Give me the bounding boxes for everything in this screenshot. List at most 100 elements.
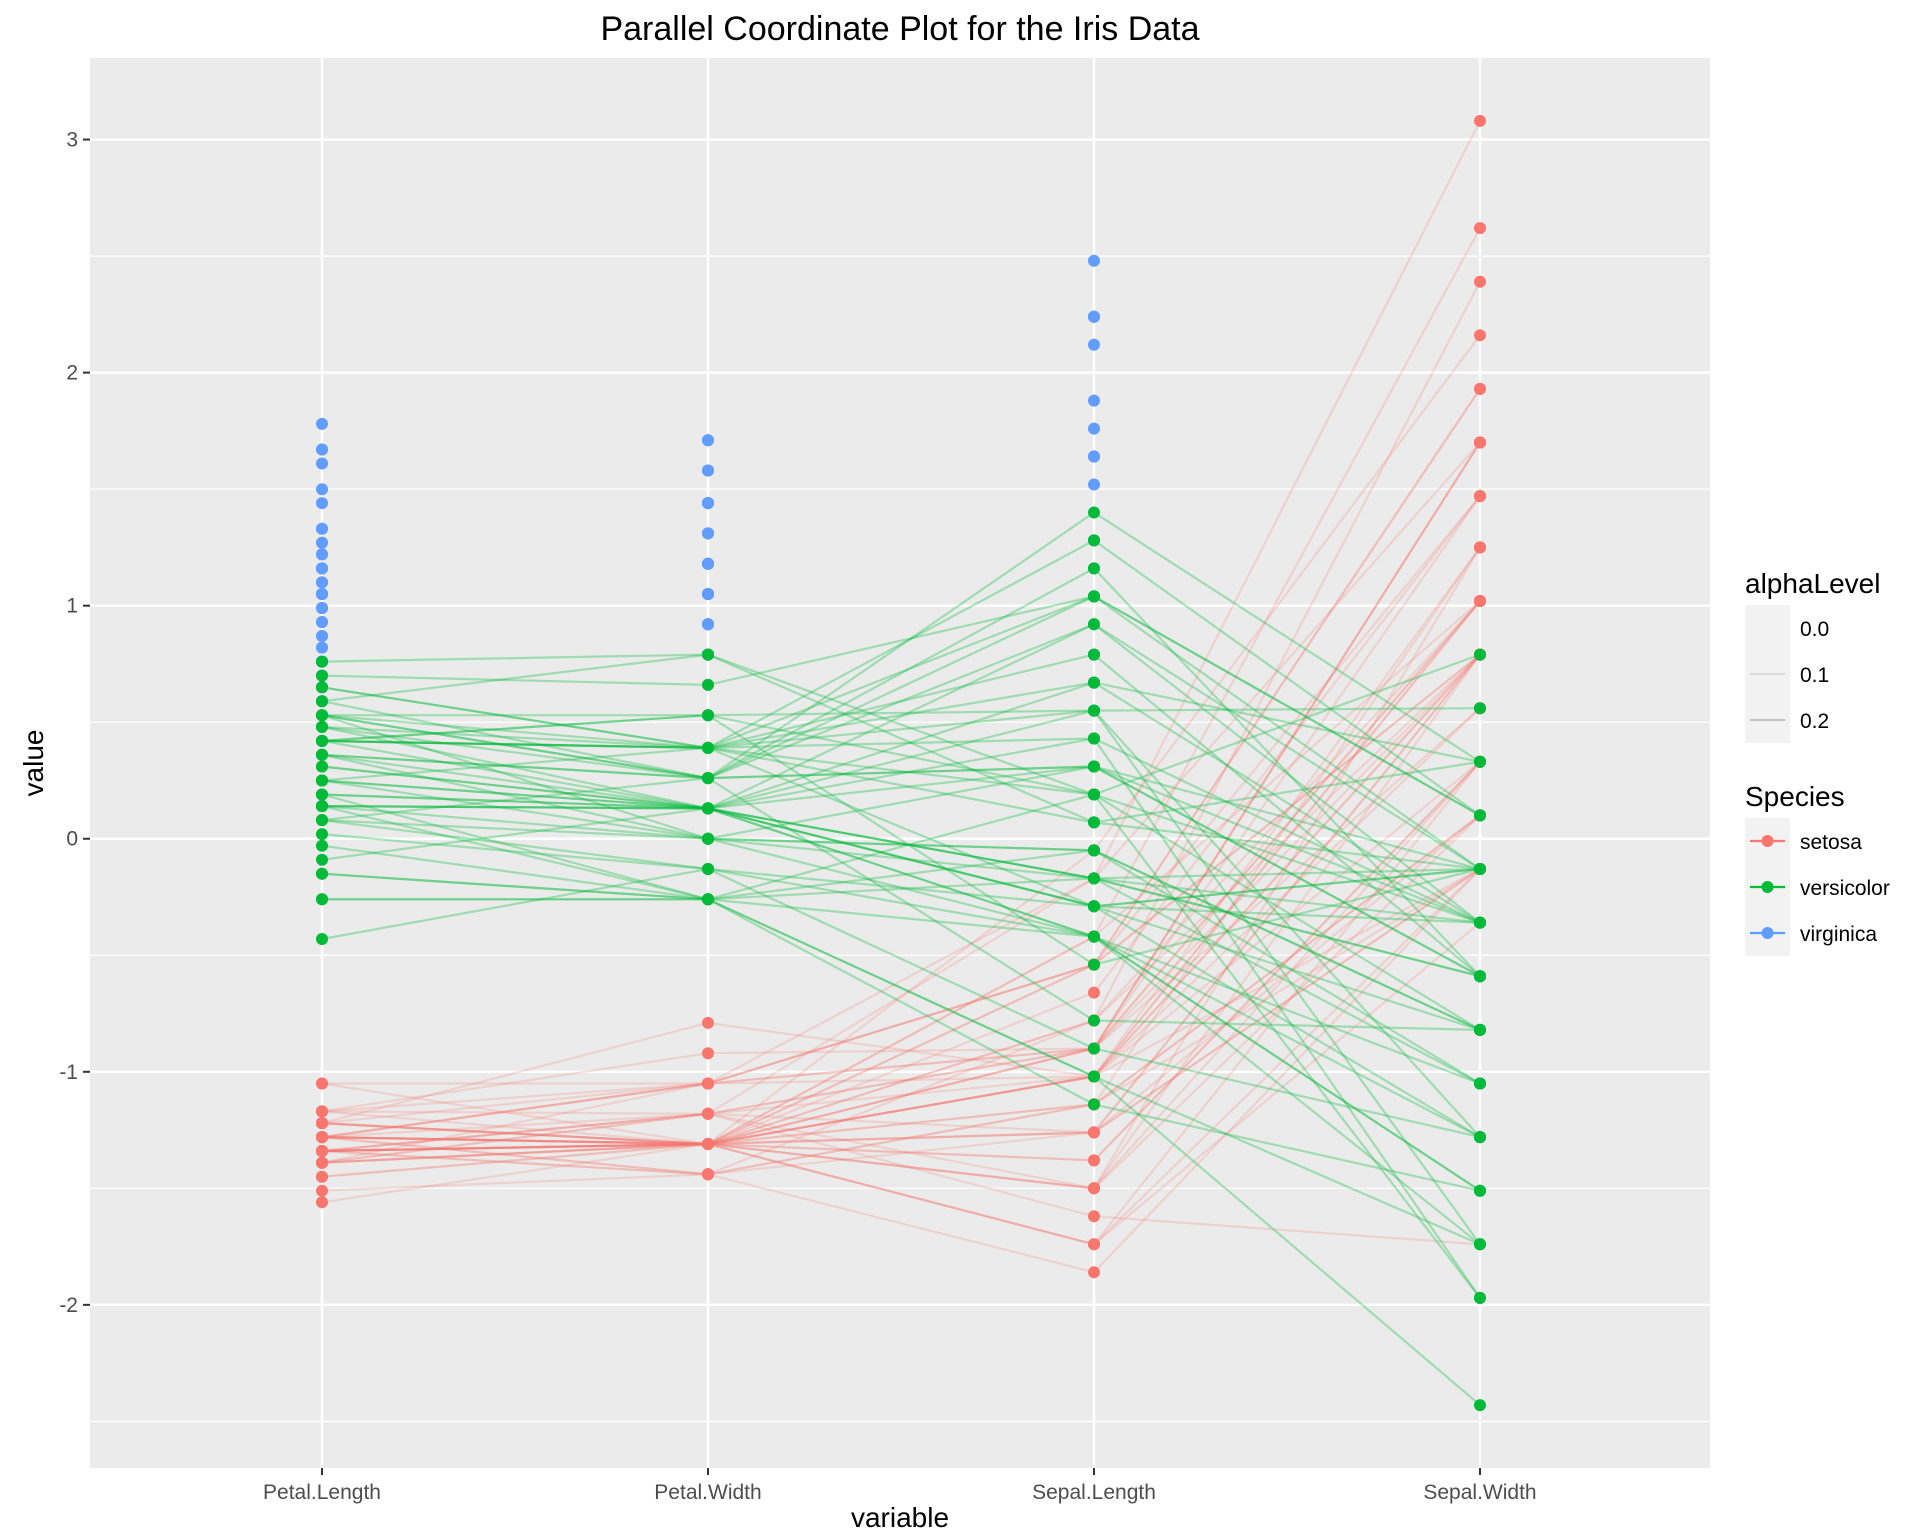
point-virginica xyxy=(702,557,714,570)
series-line-setosa xyxy=(321,281,1481,1176)
series-line-versicolor xyxy=(321,867,1481,1139)
point-versicolor xyxy=(316,839,328,852)
y-axis-title: value xyxy=(18,730,49,797)
point-setosa xyxy=(316,1077,328,1090)
point-versicolor xyxy=(316,933,328,945)
point-virginica xyxy=(316,457,328,470)
point-versicolor xyxy=(1474,648,1486,661)
point-virginica xyxy=(316,641,328,654)
point-virginica xyxy=(1088,254,1100,267)
series-line-versicolor xyxy=(321,623,1481,924)
point-virginica xyxy=(702,464,714,477)
plot-panel xyxy=(90,58,1710,1468)
point-setosa xyxy=(1474,114,1486,127)
series-line-versicolor xyxy=(321,595,1481,870)
point-versicolor xyxy=(1088,648,1100,661)
point-setosa xyxy=(1088,1266,1100,1279)
point-versicolor xyxy=(1088,676,1100,689)
point-versicolor xyxy=(316,681,328,694)
point-versicolor xyxy=(1088,1014,1100,1027)
point-versicolor xyxy=(1474,1291,1486,1304)
series-line-versicolor xyxy=(321,714,1481,966)
legend-alpha: alphaLevel 0.0 0.1 0.2 xyxy=(1745,568,1880,743)
series-line-setosa xyxy=(321,653,1481,1146)
point-versicolor xyxy=(1474,1399,1486,1412)
point-versicolor xyxy=(702,741,714,754)
series-line-setosa xyxy=(321,653,1481,1146)
point-setosa xyxy=(316,1145,328,1157)
point-versicolor xyxy=(702,648,714,661)
point-virginica xyxy=(702,588,714,600)
legend-species-label: virginica xyxy=(1800,923,1877,946)
legend-key-bg xyxy=(1745,697,1790,743)
point-setosa xyxy=(316,1156,328,1169)
point-versicolor xyxy=(1088,1070,1100,1083)
series-line-versicolor xyxy=(321,872,1481,1085)
series-line-versicolor xyxy=(321,793,1481,908)
point-setosa xyxy=(1474,595,1486,607)
point-setosa xyxy=(316,1117,328,1130)
point-versicolor xyxy=(1088,534,1100,547)
series-lines xyxy=(321,120,1481,1406)
point-versicolor xyxy=(702,772,714,785)
point-setosa xyxy=(1474,436,1486,449)
y-tick-label: -2 xyxy=(59,1294,78,1317)
series-line-setosa xyxy=(321,761,1481,1164)
point-versicolor xyxy=(1474,702,1486,715)
point-versicolor xyxy=(316,800,328,813)
series-line-setosa xyxy=(321,441,1481,1139)
point-setosa xyxy=(1474,329,1486,342)
point-versicolor xyxy=(1088,618,1100,631)
series-line-versicolor xyxy=(321,595,1481,817)
point-versicolor xyxy=(702,709,714,722)
series-line-setosa xyxy=(321,814,1481,1146)
series-line-versicolor xyxy=(321,753,1481,1085)
series-line-setosa xyxy=(321,868,1481,1274)
point-versicolor xyxy=(1088,562,1100,575)
point-virginica xyxy=(316,616,328,628)
point-versicolor xyxy=(1474,1131,1486,1144)
point-versicolor xyxy=(1474,809,1486,822)
point-versicolor xyxy=(1088,732,1100,745)
point-setosa xyxy=(316,1131,328,1144)
series-line-versicolor xyxy=(321,872,1481,1406)
point-virginica xyxy=(316,602,328,614)
series-line-setosa xyxy=(321,761,1481,1190)
point-setosa xyxy=(702,1047,714,1060)
series-line-versicolor xyxy=(321,653,1481,978)
point-versicolor xyxy=(1088,900,1100,913)
series-line-versicolor xyxy=(321,833,1481,1192)
series-line-versicolor xyxy=(321,653,1481,796)
point-setosa xyxy=(1474,222,1486,235)
legend-key-bg xyxy=(1745,651,1790,697)
series-line-setosa xyxy=(321,495,1481,1146)
point-virginica xyxy=(1088,338,1100,351)
legend-species: Species setosa versicolor virginica xyxy=(1745,781,1890,956)
chart-title: Parallel Coordinate Plot for the Iris Da… xyxy=(600,10,1199,48)
point-versicolor xyxy=(1088,704,1100,717)
point-versicolor xyxy=(1088,930,1100,943)
series-line-setosa xyxy=(321,546,1481,1153)
point-virginica xyxy=(1088,310,1100,323)
series-line-setosa xyxy=(321,600,1481,1146)
legend-species-label: setosa xyxy=(1800,831,1862,854)
point-virginica xyxy=(1088,394,1100,407)
point-virginica xyxy=(316,548,328,561)
series-line-versicolor xyxy=(321,776,1481,1031)
legend-key-point xyxy=(1761,927,1774,939)
point-setosa xyxy=(1474,490,1486,503)
series-line-versicolor xyxy=(321,779,1481,1031)
y-tick-label: -1 xyxy=(59,1061,78,1084)
series-line-versicolor xyxy=(321,686,1481,1138)
series-line-setosa xyxy=(321,600,1481,1125)
series-line-versicolor xyxy=(322,707,1481,717)
series-line-setosa xyxy=(321,921,1481,1246)
point-versicolor xyxy=(1088,816,1100,829)
y-tick-label: 2 xyxy=(66,362,78,385)
point-versicolor xyxy=(1474,1023,1486,1036)
series-line-versicolor xyxy=(321,793,1481,978)
point-versicolor xyxy=(316,669,328,682)
point-versicolor xyxy=(702,893,714,906)
series-line-setosa xyxy=(321,707,1481,1153)
series-line-versicolor xyxy=(321,793,1481,1031)
